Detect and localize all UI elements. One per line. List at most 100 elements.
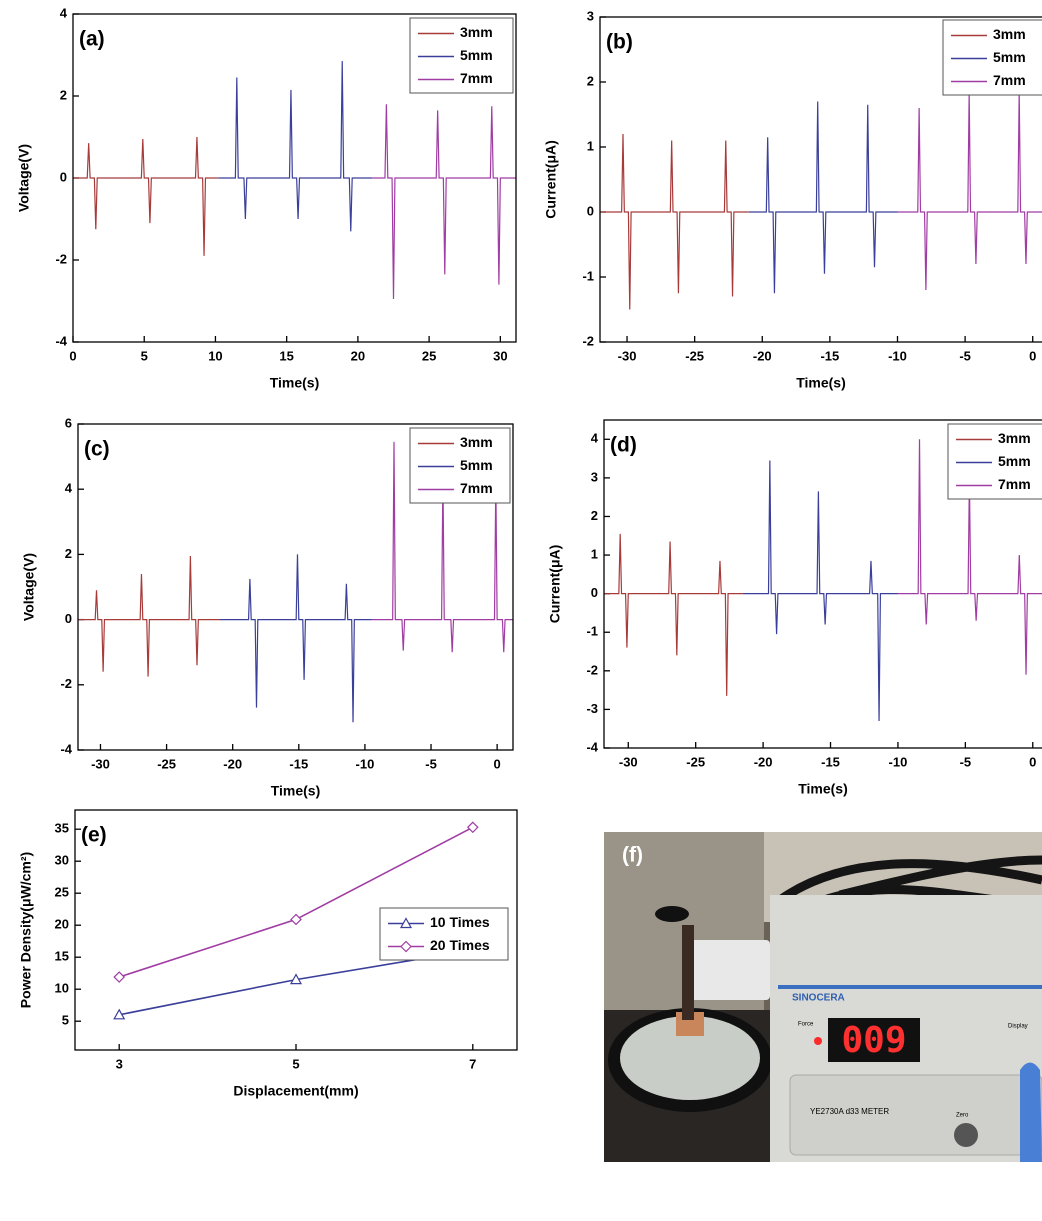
x-tick-label: 0 bbox=[1029, 754, 1036, 769]
plot-frame bbox=[603, 419, 1042, 749]
y-tick-label: 1 bbox=[587, 138, 594, 153]
x-tick-label: 25 bbox=[422, 348, 436, 363]
x-tick-label: -25 bbox=[686, 754, 705, 769]
y-tick-label: -4 bbox=[586, 739, 598, 754]
x-tick-label: 10 bbox=[208, 348, 222, 363]
photo-knob bbox=[655, 906, 689, 922]
series-line bbox=[897, 439, 1042, 675]
x-tick-label: -20 bbox=[754, 754, 773, 769]
x-tick-label: -10 bbox=[356, 756, 375, 771]
plot-frame bbox=[72, 13, 517, 343]
y-axis-label: Current(μA) bbox=[543, 140, 559, 219]
x-tick-label: -15 bbox=[821, 754, 840, 769]
legend-box bbox=[379, 907, 509, 961]
y-tick-label: 0 bbox=[65, 611, 72, 626]
y-tick-label: 5 bbox=[62, 1013, 69, 1028]
y-tick-label: 35 bbox=[55, 821, 69, 836]
series-line bbox=[78, 556, 220, 677]
y-tick-label: -4 bbox=[55, 333, 67, 348]
legend-label: 3mm bbox=[993, 26, 1026, 42]
meter-button: Zero bbox=[956, 1113, 969, 1119]
x-tick-label: -20 bbox=[753, 348, 772, 363]
series-line bbox=[897, 91, 1042, 291]
x-tick-label: -5 bbox=[425, 756, 437, 771]
meter-stripe bbox=[778, 985, 1042, 989]
plot-frame bbox=[599, 16, 1042, 343]
x-tick-label: 30 bbox=[493, 348, 507, 363]
x-tick-label: 15 bbox=[279, 348, 293, 363]
x-tick-label: -25 bbox=[685, 348, 704, 363]
legend-marker bbox=[400, 940, 412, 953]
y-tick-label: -2 bbox=[582, 333, 594, 348]
legend-label: 3mm bbox=[460, 24, 493, 40]
series-line bbox=[218, 61, 373, 232]
plot-frame bbox=[77, 423, 514, 751]
panel-label: (e) bbox=[81, 824, 107, 847]
point bbox=[113, 1008, 126, 1020]
point bbox=[113, 971, 126, 983]
y-tick-label: 0 bbox=[591, 585, 598, 600]
y-axis-label: Voltage(V) bbox=[21, 553, 37, 621]
y-tick-label: -2 bbox=[55, 251, 67, 266]
series-line bbox=[604, 533, 743, 696]
y-tick-label: 15 bbox=[55, 949, 69, 964]
y-tick-label: 1 bbox=[591, 546, 598, 561]
x-tick-label: -20 bbox=[223, 756, 242, 771]
point bbox=[466, 821, 479, 834]
meter-switch: Display bbox=[1008, 1024, 1028, 1030]
y-tick-label: 4 bbox=[65, 481, 73, 496]
plot-frame bbox=[74, 809, 518, 1051]
legend-label: 3mm bbox=[460, 434, 493, 450]
x-tick-label: 7 bbox=[469, 1056, 476, 1071]
panel-label: (f) bbox=[622, 844, 643, 867]
x-tick-label: -25 bbox=[157, 756, 176, 771]
legend-marker bbox=[399, 917, 413, 929]
x-tick-label: -30 bbox=[618, 348, 637, 363]
series-line bbox=[600, 133, 749, 310]
x-tick-label: -10 bbox=[888, 348, 907, 363]
meter-reading: 009 bbox=[841, 1020, 906, 1061]
panel-label: (d) bbox=[610, 434, 637, 457]
y-tick-label: 20 bbox=[55, 917, 69, 932]
x-tick-label: -5 bbox=[960, 754, 972, 769]
panel-label: (c) bbox=[84, 438, 110, 461]
photo-cylinder-top bbox=[620, 1016, 760, 1100]
x-tick-label: 3 bbox=[116, 1056, 123, 1071]
legend-box bbox=[409, 427, 511, 504]
legend-label: 3mm bbox=[998, 430, 1031, 446]
y-tick-label: 2 bbox=[65, 546, 72, 561]
y-tick-label: 25 bbox=[55, 885, 69, 900]
y-tick-label: 10 bbox=[55, 981, 69, 996]
x-axis-label: Time(s) bbox=[798, 781, 848, 797]
y-tick-label: 4 bbox=[60, 5, 68, 20]
legend-label: 5mm bbox=[998, 453, 1031, 469]
photo-panel: (f) SINOCERA 009 YE2730A d33 METER Displ… bbox=[604, 832, 1042, 1162]
legend-label: 7mm bbox=[993, 72, 1026, 88]
photo-probe bbox=[682, 925, 694, 1020]
photo-box bbox=[690, 940, 770, 1000]
series-line bbox=[748, 101, 898, 294]
point bbox=[290, 913, 302, 926]
x-axis-label: Time(s) bbox=[271, 783, 321, 799]
x-axis-label: Time(s) bbox=[270, 375, 320, 391]
legend-label: 10 Times bbox=[430, 914, 490, 930]
meter-zero-knob bbox=[954, 1123, 978, 1147]
panel-label: (a) bbox=[79, 28, 105, 51]
y-tick-label: 0 bbox=[60, 169, 67, 184]
legend-label: 20 Times bbox=[430, 937, 490, 953]
legend-label: 5mm bbox=[460, 47, 493, 63]
y-tick-label: -1 bbox=[582, 268, 594, 283]
series-line bbox=[372, 104, 516, 299]
legend-label: 5mm bbox=[993, 49, 1026, 65]
y-tick-label: 3 bbox=[587, 8, 594, 23]
x-axis-label: Time(s) bbox=[796, 375, 846, 391]
x-tick-label: -15 bbox=[289, 756, 308, 771]
legend-box bbox=[942, 19, 1042, 96]
photo-glove bbox=[1020, 1062, 1042, 1162]
series-line bbox=[742, 460, 898, 721]
legend-box bbox=[947, 423, 1042, 500]
meter-brand: SINOCERA bbox=[792, 993, 845, 1004]
y-axis-label: Power Density(μW/cm²) bbox=[18, 852, 34, 1008]
x-axis-label: Displacement(mm) bbox=[233, 1083, 358, 1099]
y-tick-label: 6 bbox=[65, 415, 72, 430]
